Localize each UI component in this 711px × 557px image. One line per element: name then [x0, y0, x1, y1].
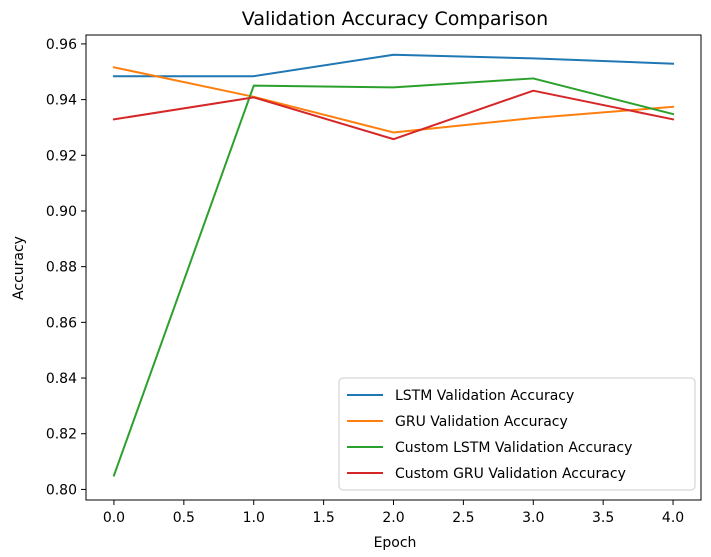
- y-tick-label: 0.94: [46, 93, 77, 109]
- x-tick-label: 1.5: [312, 510, 334, 526]
- x-axis-label: Epoch: [374, 535, 417, 551]
- x-tick-label: 1.0: [243, 510, 265, 526]
- x-tick-label: 3.0: [522, 510, 544, 526]
- x-tick-label: 4.0: [662, 510, 684, 526]
- legend-entries: LSTM Validation Accuracy GRU Validation A…: [347, 388, 632, 482]
- legend-label: Custom LSTM Validation Accuracy: [395, 440, 632, 456]
- series-line: [112, 66, 675, 134]
- x-axis-ticks: 0.0 0.5 1.0 1.5 2.0 2.5 3.0 3.5 4.0: [103, 500, 684, 526]
- y-axis-ticks: 0.80 0.82 0.84 0.86 0.88 0.90 0.92 0.94 0.96: [46, 37, 86, 498]
- y-tick-label: 0.96: [46, 37, 77, 53]
- legend-label: LSTM Validation Accuracy: [395, 388, 574, 404]
- x-tick-label: 0.5: [173, 510, 195, 526]
- legend: LSTM Validation Accuracy GRU Validation A…: [338, 377, 696, 491]
- chart-title: Validation Accuracy Comparison: [242, 8, 548, 30]
- y-tick-label: 0.84: [46, 371, 77, 387]
- y-tick-label: 0.82: [46, 427, 77, 443]
- legend-label: GRU Validation Accuracy: [395, 414, 568, 430]
- y-tick-label: 0.86: [46, 315, 77, 331]
- legend-label: Custom GRU Validation Accuracy: [395, 466, 626, 482]
- series-line: [112, 89, 675, 141]
- y-tick-label: 0.92: [46, 148, 77, 164]
- series-lines: [112, 53, 675, 477]
- series-line: [112, 53, 675, 78]
- legend-box: [338, 377, 696, 491]
- series-line: [112, 77, 675, 477]
- x-tick-label: 2.5: [452, 510, 474, 526]
- y-axis-label: Accuracy: [11, 236, 27, 300]
- y-tick-label: 0.80: [46, 482, 77, 498]
- x-tick-label: 3.5: [592, 510, 614, 526]
- x-tick-label: 0.0: [103, 510, 125, 526]
- y-tick-label: 0.90: [46, 204, 77, 220]
- y-tick-label: 0.88: [46, 260, 77, 276]
- x-tick-label: 2.0: [382, 510, 404, 526]
